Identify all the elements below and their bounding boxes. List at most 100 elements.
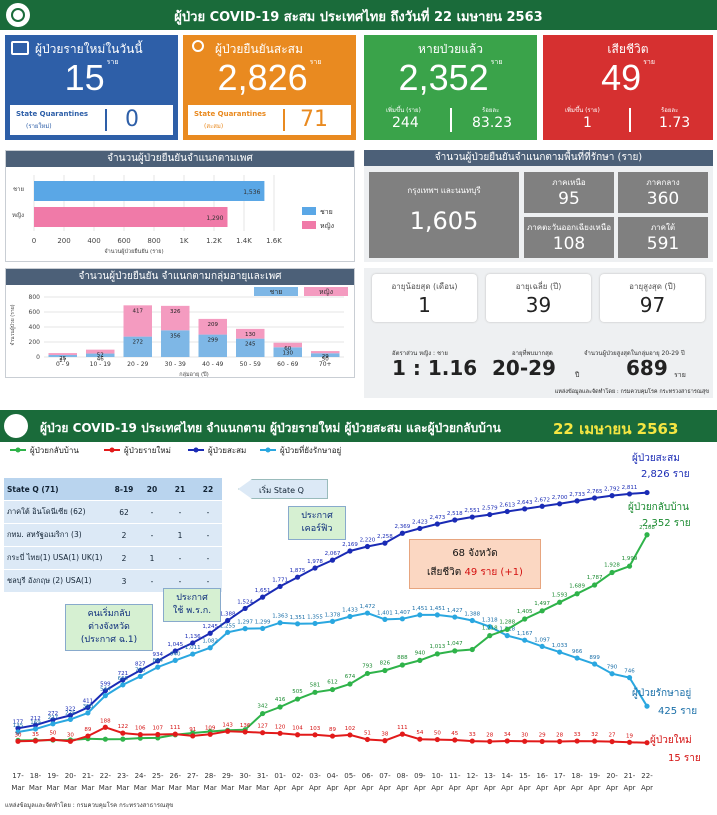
x-tick-label: Apr [361, 784, 373, 792]
data-label: 89 [329, 727, 336, 733]
data-point [469, 646, 475, 653]
data-label: 122 [118, 724, 129, 730]
x-tick-label: 28- [204, 772, 216, 780]
x-tick-label: Apr [309, 784, 321, 792]
data-point [15, 729, 21, 735]
sq-header-cell: 20 [138, 478, 166, 501]
x-tick-label: 19- [589, 772, 601, 780]
data-point [137, 735, 143, 741]
data-point [225, 629, 231, 635]
x-tick-label: Apr [431, 784, 443, 792]
data-label: 143 [222, 722, 233, 728]
x-axis-title: กลุ่มอายุ (ปี) [179, 371, 208, 377]
data-label: 2,423 [412, 519, 428, 525]
data-point [15, 738, 21, 744]
bar-male [86, 353, 115, 357]
data-label: 1,405 [517, 609, 533, 615]
provinces-text: 68 จังหวัด [452, 548, 498, 559]
x-tick-label: Mar [204, 784, 217, 792]
data-label: 51 [364, 730, 371, 736]
end-total-label: ผู้ป่วยสะสม [632, 453, 680, 464]
data-point [487, 511, 493, 518]
recovered-value: 2,352 ราย [398, 57, 503, 98]
bar-value-label: 356 [170, 333, 181, 339]
x-tick-label: 17- [12, 772, 24, 780]
end-active-label: ผู้ป่วยรักษาอยู่ [632, 688, 692, 699]
sq-cell: - [166, 569, 194, 593]
data-point [417, 657, 423, 663]
data-point [434, 736, 440, 743]
bar-value-label: 417 [133, 308, 144, 314]
sq-cell: กทม. สหรัฐอเมริกา (3) [4, 523, 110, 547]
data-point [102, 724, 108, 730]
region-north: ภาคเหนือ 95 [524, 172, 614, 213]
x-tick-label: 22- [641, 772, 653, 780]
data-point [50, 736, 56, 743]
region-northeast-label: ภาคตะวันออกเฉียงเหนือ [526, 223, 612, 232]
confirmed-card: ผู้ป่วยยืนยันสะสม 2,826 ราย State Quarant… [183, 35, 356, 140]
page-title: ผู้ป่วย COVID-19 สะสม ประเทศไทย ถึงวันที… [174, 10, 543, 25]
data-point [260, 594, 266, 600]
data-label: 104 [292, 726, 303, 732]
data-point [557, 738, 563, 745]
data-point [539, 643, 545, 650]
sq-cell: 3 [110, 569, 138, 593]
legend-label: หญิง [319, 288, 333, 296]
x-tick-label: 0 - 9 [56, 361, 70, 368]
data-point [557, 501, 563, 507]
bar-male [236, 338, 265, 357]
data-label: 2,733 [569, 492, 585, 498]
x-tick-label: Apr [449, 784, 461, 792]
data-point [399, 662, 405, 668]
sq-cell: - [194, 569, 222, 593]
decree-note: ประกาศ ใช้ พ.ร.ก. [163, 588, 221, 622]
data-point [294, 696, 301, 702]
new-sq-sub: (รายใหม่) [26, 123, 52, 130]
gender-panel: จำนวนผู้ป่วยยืนยันจำแนกตามเพศ 0 200 400 600… [5, 150, 355, 262]
data-label: 1,427 [447, 608, 463, 614]
x-tick-label: Mar [99, 784, 112, 792]
data-point [399, 616, 405, 622]
x-tick-label: 09- [414, 772, 426, 780]
legend-marker [193, 447, 199, 453]
mean-age-label: อายุเฉลี่ย (ปี) [515, 282, 562, 291]
new-cases-card: ผู้ป่วยรายใหม่ในวันนี้ 15 ราย State Quara… [5, 35, 178, 140]
data-label: 2,765 [587, 489, 603, 495]
bar-female [273, 342, 302, 348]
data-label: 674 [345, 674, 356, 680]
data-label: 760 [135, 667, 146, 673]
data-point [102, 736, 108, 742]
sq-cell: - [194, 546, 222, 570]
end-recovered-label: ผู้ป่วยกลับบ้าน [628, 502, 690, 513]
x-tick-label: 12- [467, 772, 479, 780]
data-point [85, 733, 91, 739]
recovered-inc-label: เพิ่มขึ้น (ราย) [386, 107, 421, 114]
legend-swatch [254, 287, 298, 296]
data-label: 1,013 [429, 644, 445, 650]
data-label: 50 [434, 731, 441, 737]
sq-cell: - [166, 500, 194, 524]
data-point [172, 657, 178, 663]
data-point [207, 731, 213, 737]
data-label: 2,551 [464, 508, 480, 514]
deaths-inc-value: 1 [583, 115, 592, 131]
deaths-note: 68 จังหวัด เสียชีวิต 49 ราย (+1) [409, 539, 541, 589]
data-point [382, 738, 388, 744]
data-label: 1,978 [307, 559, 323, 565]
x-tick-label: 01- [274, 772, 286, 780]
mode-value: 20-29 [492, 356, 556, 380]
x-tick-label: 17- [554, 772, 566, 780]
data-label: 2,700 [552, 495, 568, 501]
data-label: 1,451 [412, 606, 428, 612]
data-label: 1,787 [587, 575, 603, 581]
data-label: 1,407 [395, 610, 411, 616]
recovered-inc-value: 244 [392, 115, 419, 131]
data-point [102, 688, 108, 694]
data-label: 2,220 [360, 537, 376, 543]
data-point [32, 726, 39, 732]
data-point [260, 730, 266, 736]
data-point [469, 738, 475, 744]
data-label: 136 [240, 723, 251, 729]
data-point [609, 671, 615, 677]
region-panel: จำนวนผู้ป่วยยืนยันจำแนกตามพื้นที่ที่รักษ… [364, 150, 713, 262]
